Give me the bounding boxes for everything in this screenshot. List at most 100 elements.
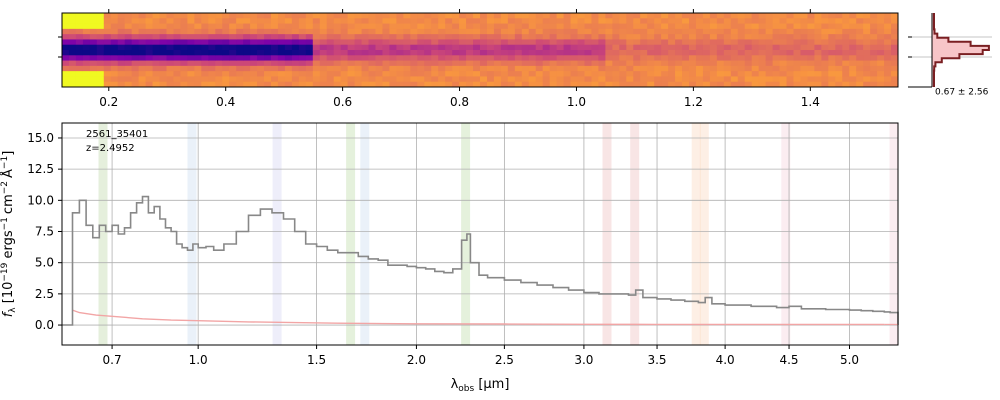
heat-cell — [689, 39, 697, 46]
heat-cell — [570, 71, 578, 77]
heat-cell — [814, 23, 822, 30]
heat-cell — [103, 28, 112, 35]
heat-cell — [103, 55, 112, 61]
heat-cell — [793, 39, 801, 46]
heat-cell — [723, 76, 732, 83]
heat-cell — [758, 60, 767, 67]
heat-cell — [375, 23, 383, 30]
heat-cell — [187, 55, 195, 61]
heat-cell — [236, 55, 244, 61]
heat-cell — [758, 55, 767, 61]
heat-cell — [730, 13, 739, 19]
heat-cell — [598, 65, 606, 72]
heat-cell — [62, 39, 70, 46]
heat-cell — [591, 65, 599, 72]
heat-cell — [340, 50, 349, 56]
heat-cell — [326, 44, 335, 51]
x-tick-label: 4.0 — [716, 353, 735, 367]
heat-cell — [201, 39, 209, 46]
heat-cell — [96, 55, 105, 61]
heat-cell — [438, 65, 446, 72]
heat-cell — [159, 81, 167, 88]
heat-cell — [159, 39, 167, 46]
heat-cell — [347, 44, 355, 51]
heat-cell — [361, 44, 369, 51]
heat-cell — [166, 81, 174, 88]
heat-cell — [612, 23, 620, 30]
heat-cell — [891, 39, 899, 46]
heat-cell — [466, 28, 474, 35]
heat-cell — [424, 50, 432, 56]
heat-cell — [751, 13, 760, 19]
x-axis-label: λobs [μm] — [451, 377, 510, 394]
y-tick-label: 10.0 — [27, 193, 54, 207]
heat-cell — [180, 13, 188, 19]
two-d-x-tick-label: 1.2 — [684, 95, 703, 109]
heat-cell — [389, 76, 397, 83]
heat-cell — [124, 23, 133, 30]
heat-cell — [793, 28, 801, 35]
heat-cell — [702, 71, 711, 77]
heat-cell — [375, 50, 383, 56]
heat-cell — [75, 55, 84, 61]
heat-cell — [765, 50, 773, 56]
heat-cell — [800, 28, 808, 35]
heat-cell — [765, 65, 773, 72]
heat-cell — [500, 50, 509, 56]
heat-cell — [131, 28, 140, 35]
heat-cell — [877, 65, 885, 72]
heat-cell — [62, 76, 70, 83]
spectrum-series — [62, 195, 899, 326]
heat-cell — [758, 39, 767, 46]
heat-cell — [577, 13, 585, 19]
heat-cell — [403, 28, 411, 35]
heat-cell — [856, 76, 864, 83]
heat-cell — [675, 23, 683, 30]
heat-cell — [877, 23, 885, 30]
heat-cell — [695, 44, 704, 51]
heat-cell — [619, 28, 627, 35]
heat-cell — [215, 39, 223, 46]
heat-cell — [772, 34, 780, 40]
heat-cell — [633, 18, 641, 24]
heat-cell — [347, 65, 355, 72]
heat-cell — [856, 81, 864, 88]
heat-cell — [62, 18, 70, 24]
heat-cell — [849, 28, 857, 35]
heat-cell — [445, 34, 453, 40]
heat-cell — [124, 28, 133, 35]
heat-cell — [619, 23, 627, 30]
heat-cell — [842, 23, 850, 30]
heat-cell — [654, 50, 662, 56]
heat-cell — [173, 23, 181, 30]
heat-cell — [605, 55, 613, 61]
heat-cell — [828, 18, 836, 24]
heat-cell — [424, 23, 432, 30]
heat-cell — [730, 50, 739, 56]
heat-cell — [277, 71, 286, 77]
heat-cell — [619, 81, 627, 88]
two-d-x-tick-label: 0.4 — [216, 95, 235, 109]
heat-cell — [131, 76, 140, 83]
heat-cell — [319, 34, 328, 40]
heat-cell — [326, 18, 335, 24]
heat-cell — [863, 18, 871, 24]
heat-cell — [424, 65, 432, 72]
heat-cell — [870, 50, 878, 56]
heat-cell — [117, 65, 126, 72]
heat-cell — [215, 34, 223, 40]
heat-cell — [298, 50, 307, 56]
heat-cell — [633, 76, 641, 83]
heat-cell — [870, 81, 878, 88]
heat-cell — [661, 71, 669, 77]
heat-cell — [382, 55, 390, 61]
heat-cell — [507, 76, 516, 83]
heat-cell — [514, 44, 523, 51]
heat-cell — [284, 50, 293, 56]
heat-cell — [612, 50, 620, 56]
heat-cell — [194, 50, 202, 56]
heat-cell — [800, 81, 808, 88]
heat-cell — [180, 76, 188, 83]
heat-cell — [556, 60, 564, 67]
heat-cell — [723, 18, 732, 24]
